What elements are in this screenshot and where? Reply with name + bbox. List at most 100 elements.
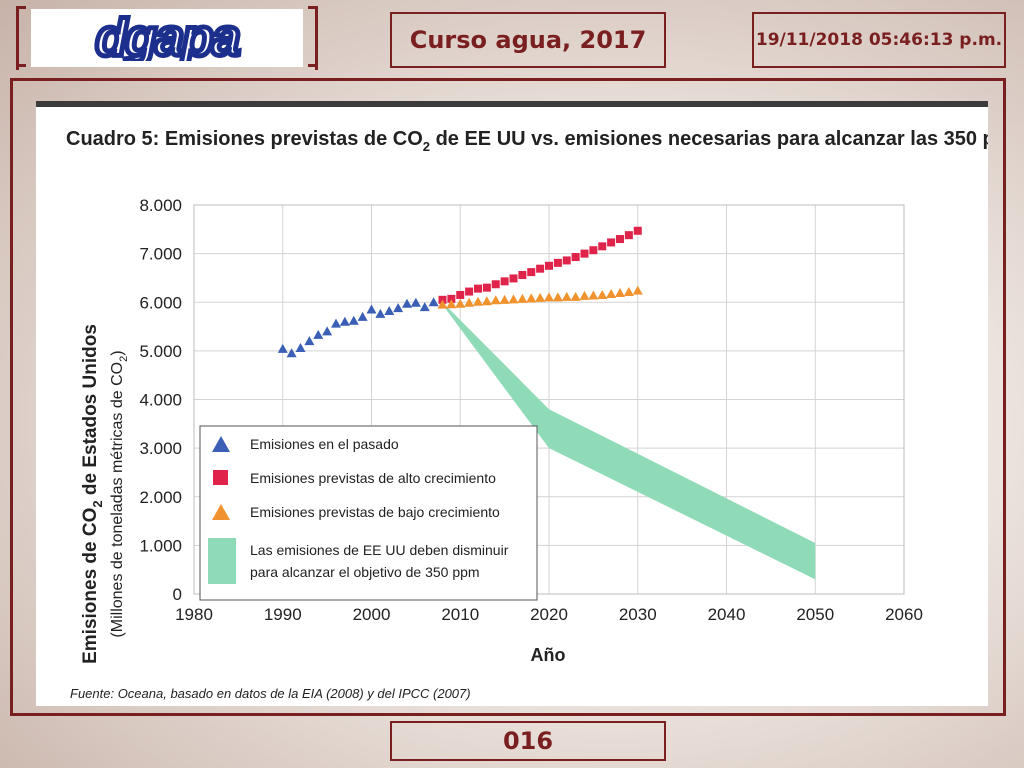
data-point-triangle [615,288,625,298]
data-point-square [624,231,633,240]
data-point-triangle [437,299,448,309]
course-title: Curso agua, 2017 [409,26,647,54]
data-point-square [465,287,474,296]
plot-area: 1980 1990 2000 2010 2020 2030 2040 2050 2060 0 1.0… [139,196,922,624]
y-tick-label: 3.000 [139,439,182,458]
chart-figure: Cuadro 5: Emisiones previstas de CO2 de … [36,101,1024,706]
chart-svg: Cuadro 5: Emisiones previstas de CO2 de … [66,128,1024,701]
data-point-triangle [570,291,581,301]
data-point-square [456,290,465,299]
data-point-triangle [473,296,483,306]
y-tick-label: 2.000 [139,488,182,507]
data-point-square [598,242,607,251]
logo-frame: dgapa [16,6,318,70]
y-tick-label: 8.000 [139,196,182,215]
data-point-triangle [277,343,288,353]
legend-frame [199,425,538,601]
reduction-band [442,302,816,580]
chart-source: Fuente: Oceana, basado en datos de la EI… [70,686,471,701]
data-point-square [589,246,598,255]
data-point-triangle [304,336,315,346]
data-point-triangle [561,291,572,301]
chart-title: Cuadro 5: Emisiones previstas de CO2 de … [66,128,988,154]
data-point-square [474,284,482,293]
data-point-triangle [526,293,537,303]
x-tick-label: 2010 [441,605,479,624]
y-axis-sublabel: (Millones de toneladas métricas de CO2) [109,350,130,637]
data-point-triangle [455,298,466,308]
content-frame [10,78,1006,716]
x-tick-label: 2000 [353,605,391,624]
dgapa-logo-graphic: dgapa [93,15,244,61]
data-point-triangle [419,302,430,312]
data-point-triangle [490,295,501,305]
data-point-triangle [508,294,519,304]
data-point-triangle [579,290,590,300]
y-tick-label: 5.000 [139,342,182,361]
data-point-triangle [481,296,492,306]
data-point-triangle [588,290,599,300]
legend-triangle-marker [212,504,230,520]
page-number: 016 [502,727,554,755]
y-tick-label: 0 [173,585,182,604]
legend-entry-label: para alcanzar el objetivo de 350 ppm [250,564,480,580]
logo-text: dgapa [95,15,239,61]
x-tick-label: 2030 [619,605,657,624]
x-axis-label: Año [531,645,566,665]
data-point-triangle [535,292,546,302]
data-point-triangle [348,315,359,325]
data-point-square [607,238,616,247]
data-point-triangle [313,329,324,339]
dgapa-logo: dgapa [31,9,303,67]
data-point-triangle [322,326,333,336]
legend-band-swatch [208,538,236,584]
data-point-triangle [286,348,297,358]
data-point-triangle [393,303,404,313]
data-point-triangle [632,285,643,295]
data-point-square [562,256,571,265]
x-tick-label: 2020 [530,605,568,624]
data-point-triangle [623,287,634,297]
data-point-triangle [428,297,439,307]
course-title-box: Curso agua, 2017 [390,12,666,68]
data-point-square [616,235,624,244]
y-tick-label: 4.000 [139,391,182,410]
data-point-triangle [464,297,475,307]
legend-entry-label: Emisiones previstas de bajo crecimiento [250,504,500,520]
data-point-triangle [410,297,421,307]
y-tick-label: 6.000 [139,293,182,312]
data-point-triangle [384,306,395,316]
data-point-triangle [366,304,377,314]
data-point-square [527,268,536,277]
data-point-square [509,274,518,283]
x-tick-label: 2040 [708,605,746,624]
legend-entry-label: Las emisiones de EE UU deben disminuir [250,542,509,558]
data-point-square [447,294,456,303]
legend-entry-label: Emisiones en el pasado [250,436,399,452]
data-point-triangle [499,294,510,304]
legend-entry-label: Emisiones previstas de alto crecimiento [250,470,496,486]
data-point-triangle [597,289,608,299]
data-point-square [633,226,642,235]
y-tick-label: 1.000 [139,536,182,555]
data-point-triangle [552,292,563,302]
datetime-stamp: 19/11/2018 05:46:13 p.m. [755,30,1003,50]
data-point-square [571,253,580,262]
y-axis-label: Emisiones de CO2 de Estados Unidos [80,324,105,664]
data-point-square [545,261,553,270]
x-tick-label: 1980 [175,605,213,624]
datetime-box: 19/11/2018 05:46:13 p.m. [752,12,1006,68]
data-point-square [580,249,589,258]
data-point-triangle [517,293,528,303]
data-point-square [536,264,545,273]
page-number-box: 016 [390,721,666,761]
data-point-triangle [331,318,341,328]
x-tick-label: 1990 [264,605,302,624]
legend-triangle-marker [212,436,230,452]
data-point-triangle [375,308,386,318]
plot-border [193,204,905,595]
data-point-triangle [295,342,306,352]
data-point-square [482,283,491,292]
data-point-triangle [357,311,368,321]
data-point-square [500,277,509,286]
